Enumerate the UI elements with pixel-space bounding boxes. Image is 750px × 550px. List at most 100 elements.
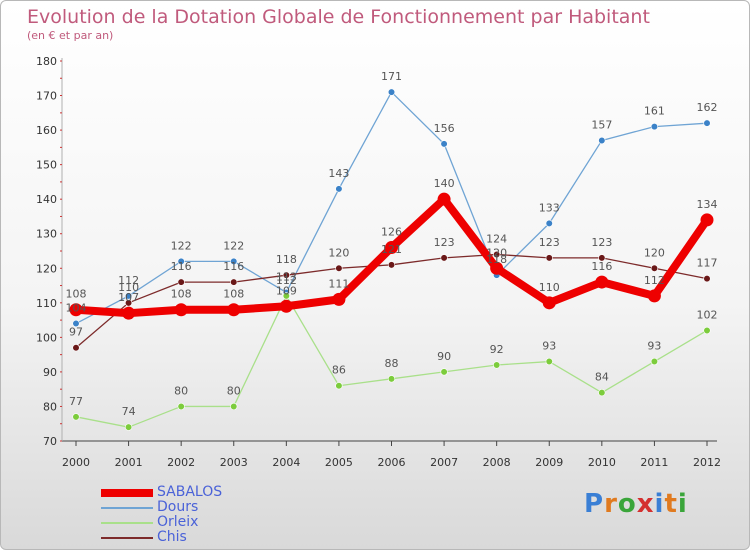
data-point-sabalos xyxy=(490,261,504,275)
logo-letter: t xyxy=(664,489,678,519)
data-point-sabalos xyxy=(437,192,451,206)
legend-swatch xyxy=(101,507,153,509)
x-tick-label: 2007 xyxy=(430,456,458,469)
data-point-orleix xyxy=(440,368,448,376)
data-point-orleix xyxy=(387,375,396,383)
data-point-chis xyxy=(335,264,343,272)
chart-data-labels: 104 112 122 122 113 143 171 156 118 133 157 161 162 7… xyxy=(66,70,718,418)
data-point-orleix xyxy=(703,326,711,335)
logo-letter: P xyxy=(584,489,605,519)
data-point-orleix xyxy=(177,402,185,411)
data-point-sabalos xyxy=(69,303,83,317)
data-label-orleix: 80 xyxy=(227,384,241,397)
data-point-orleix xyxy=(493,361,501,369)
data-label-orleix: 102 xyxy=(697,308,718,321)
data-point-orleix xyxy=(282,292,290,300)
chart-subtitle: (en € et par an) xyxy=(27,29,114,42)
y-tick-label: 100 xyxy=(36,331,57,344)
data-label-sabalos: 107 xyxy=(118,291,139,304)
chart-axes: 70 80 90 100 110 120 130 140 150 160 170 180 2000 200… xyxy=(36,55,721,469)
data-label-dours: 161 xyxy=(644,105,665,118)
x-tick-label: 2005 xyxy=(325,456,353,469)
data-point-chis xyxy=(440,254,448,262)
data-label-sabalos: 140 xyxy=(434,177,455,190)
proxiti-logo: Proxiti xyxy=(584,489,688,519)
data-label-chis: 116 xyxy=(223,260,244,273)
x-tick-label: 2002 xyxy=(167,456,195,469)
data-label-chis: 116 xyxy=(171,260,192,273)
data-label-dours: 156 xyxy=(434,122,455,135)
data-point-orleix xyxy=(545,357,553,366)
data-point-sabalos xyxy=(700,213,714,227)
data-point-sabalos xyxy=(647,289,661,303)
x-tick-label: 2004 xyxy=(272,456,300,469)
data-point-orleix xyxy=(335,382,343,390)
x-tick-label: 2006 xyxy=(378,456,406,469)
y-tick-label: 120 xyxy=(36,262,57,275)
data-label-sabalos: 108 xyxy=(171,288,192,301)
data-point-chis xyxy=(545,254,553,262)
data-point-dours xyxy=(177,257,185,265)
logo-letter: x xyxy=(636,489,655,519)
data-label-orleix: 74 xyxy=(122,405,136,418)
data-point-dours xyxy=(545,219,553,227)
data-label-orleix: 92 xyxy=(490,343,504,356)
y-tick-label: 170 xyxy=(36,90,57,103)
data-point-sabalos xyxy=(227,303,241,317)
legend-label: Chis xyxy=(157,529,187,545)
legend-swatch xyxy=(101,489,153,497)
data-label-dours: 143 xyxy=(328,167,349,180)
data-label-dours: 104 xyxy=(66,302,87,315)
data-label-sabalos: 112 xyxy=(644,274,665,287)
data-label-orleix: 86 xyxy=(332,364,346,377)
y-tick-label: 80 xyxy=(43,400,57,413)
x-tick-label: 2011 xyxy=(640,456,668,469)
y-tick-label: 90 xyxy=(43,366,57,379)
data-point-orleix xyxy=(72,413,80,421)
data-label-sabalos: 126 xyxy=(381,226,402,239)
data-point-chis xyxy=(703,275,711,283)
data-point-chis xyxy=(230,278,238,286)
logo-letter: r xyxy=(604,489,618,519)
y-tick-label: 160 xyxy=(36,124,57,137)
data-label-sabalos: 108 xyxy=(66,288,87,301)
data-point-chis xyxy=(72,344,80,352)
y-tick-label: 110 xyxy=(36,297,57,310)
data-point-dours xyxy=(124,292,133,300)
chart-series xyxy=(69,88,714,431)
data-point-dours xyxy=(440,140,448,148)
x-tick-label: 2000 xyxy=(62,456,90,469)
legend-label: Orleix xyxy=(157,514,199,530)
data-point-dours xyxy=(387,88,396,96)
data-label-chis: 123 xyxy=(434,236,455,249)
data-label-chis: 118 xyxy=(276,253,297,266)
logo-letter: i xyxy=(654,489,665,519)
data-point-dours xyxy=(230,257,238,265)
data-label-orleix: 84 xyxy=(595,371,609,384)
x-tick-label: 2001 xyxy=(115,456,143,469)
data-label-dours: 112 xyxy=(118,274,139,287)
data-point-chis xyxy=(598,254,606,262)
data-label-orleix: 90 xyxy=(437,350,451,363)
legend-swatch xyxy=(101,522,153,524)
data-label-sabalos: 109 xyxy=(276,284,297,297)
data-point-orleix xyxy=(598,389,606,397)
data-label-orleix: 93 xyxy=(647,340,661,353)
data-point-chis xyxy=(650,264,659,272)
data-label-chis: 120 xyxy=(644,246,665,259)
data-point-orleix xyxy=(650,357,659,366)
data-label-sabalos: 134 xyxy=(697,198,718,211)
y-tick-label: 130 xyxy=(36,228,57,241)
y-tick-label: 180 xyxy=(36,55,57,68)
data-point-sabalos xyxy=(385,241,398,255)
data-label-dours: 113 xyxy=(276,270,297,283)
data-label-chis: 97 xyxy=(69,326,83,339)
x-tick-label: 2008 xyxy=(483,456,511,469)
data-label-orleix: 112 xyxy=(276,274,297,287)
logo-letter: i xyxy=(677,489,688,519)
data-point-dours xyxy=(650,123,659,131)
data-label-orleix: 77 xyxy=(69,395,83,408)
y-tick-label: 70 xyxy=(43,435,57,448)
x-tick-label: 2009 xyxy=(535,456,563,469)
data-label-dours: 171 xyxy=(381,70,402,83)
